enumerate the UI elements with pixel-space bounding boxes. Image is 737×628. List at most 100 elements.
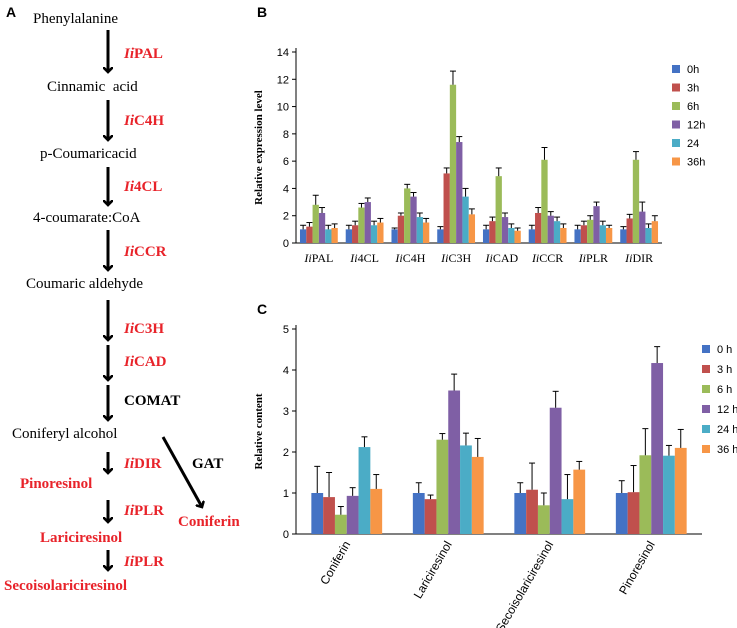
bar-0h-2 bbox=[514, 493, 527, 534]
category-label: IiC4H bbox=[394, 251, 425, 265]
enzyme-4cl: Ii4CL bbox=[123, 179, 162, 195]
category-label: Ii4CL bbox=[349, 251, 379, 265]
category-label: IiCAD bbox=[485, 251, 519, 265]
y-tick-label: 12 bbox=[277, 74, 289, 86]
bar-6h-3 bbox=[449, 84, 457, 243]
legend-swatch-12h bbox=[702, 405, 710, 413]
bar-36h-3 bbox=[674, 447, 687, 534]
bar-6h-7 bbox=[632, 159, 640, 243]
y-tick-label: 4 bbox=[283, 183, 289, 195]
bar-24-4 bbox=[508, 227, 515, 243]
bar-36h-2 bbox=[422, 222, 430, 243]
compound-cinnamic-acid: Cinnamic acid bbox=[47, 79, 138, 95]
bar-0h-0 bbox=[311, 493, 324, 534]
y-tick-label: 10 bbox=[277, 102, 289, 114]
bar-12h-0 bbox=[318, 212, 326, 243]
enzyme-c3h-name: C3H bbox=[134, 321, 164, 337]
bar-24-3 bbox=[462, 196, 469, 243]
enzyme-ccr-name: CCR bbox=[134, 244, 167, 260]
bar-0h-1 bbox=[345, 229, 353, 243]
bar-36h-3 bbox=[468, 214, 476, 243]
enzyme-cad-name: CAD bbox=[134, 354, 167, 370]
bar-3h-4 bbox=[489, 221, 496, 243]
category-label: IiDIR bbox=[624, 251, 653, 265]
enzyme-c4h-name: C4H bbox=[134, 113, 164, 129]
enzyme-comat: COMAT bbox=[124, 393, 180, 409]
bar-0h-4 bbox=[482, 229, 490, 243]
category-label-prefix: Ii bbox=[440, 251, 448, 265]
legend-label: 3 h bbox=[717, 364, 732, 376]
y-tick-label: 2 bbox=[283, 211, 289, 223]
legend-swatch-24h bbox=[702, 425, 710, 433]
y-tick-label: 0 bbox=[283, 238, 289, 250]
bar-12h-1 bbox=[448, 390, 461, 534]
enzyme-dir: IiDIR bbox=[123, 456, 162, 472]
bar-6h-0 bbox=[334, 514, 347, 534]
y-tick-label: 6 bbox=[283, 156, 289, 168]
enzyme-4cl-name: 4CL bbox=[134, 179, 162, 195]
legend-swatch-24 bbox=[672, 139, 680, 147]
enzyme-plr-2: IiPLR bbox=[123, 554, 164, 570]
category-label: IiPLR bbox=[578, 251, 608, 265]
category-label-prefix: Ii bbox=[531, 251, 539, 265]
bar-36h-0 bbox=[370, 488, 383, 534]
enzyme-ccr-prefix: Ii bbox=[123, 244, 135, 260]
bar-6h-4 bbox=[495, 176, 502, 243]
compound-p-coumaric-acid: p-Coumaricacid bbox=[40, 146, 137, 162]
bar-3h-1 bbox=[424, 499, 437, 534]
bar-3h-2 bbox=[397, 215, 405, 243]
category-label: Pinoresinol bbox=[616, 539, 658, 597]
bar-0h-6 bbox=[574, 229, 581, 243]
legend-label: 6 h bbox=[717, 384, 732, 396]
enzyme-cad-prefix: Ii bbox=[123, 354, 135, 370]
y-tick-label: 2 bbox=[283, 447, 289, 459]
category-label-name: C3H bbox=[448, 251, 471, 265]
legend-label: 3h bbox=[687, 83, 699, 95]
bar-36h-0 bbox=[331, 227, 338, 243]
panel-label-c: C bbox=[257, 301, 267, 317]
product-lariciresinol: Lariciresinol bbox=[40, 530, 122, 546]
bar-36h-5 bbox=[560, 227, 567, 243]
bar-6h-1 bbox=[358, 207, 365, 243]
product-pinoresinol: Pinoresinol bbox=[20, 476, 92, 492]
pathway-panel: A Phenylalanine Cinnamic acid p-Coumaric… bbox=[4, 4, 240, 594]
legend-label: 24 h bbox=[717, 424, 737, 436]
y-axis-label: Relative expression level bbox=[253, 90, 265, 205]
legend-swatch-6h bbox=[702, 385, 710, 393]
enzyme-c4h: IiC4H bbox=[123, 113, 164, 129]
y-tick-label: 8 bbox=[283, 129, 289, 141]
enzyme-ccr: IiCCR bbox=[123, 244, 167, 260]
bar-6h-2 bbox=[404, 188, 411, 243]
bar-24h-2 bbox=[561, 499, 574, 534]
bar-3h-5 bbox=[535, 212, 542, 243]
legend-label: 0 h bbox=[717, 344, 732, 356]
legend-label: 12 h bbox=[717, 404, 737, 416]
bar-12h-3 bbox=[456, 142, 463, 243]
enzyme-plr-1-prefix: Ii bbox=[123, 503, 135, 519]
bar-6h-5 bbox=[541, 159, 548, 243]
bar-3h-0 bbox=[306, 226, 313, 243]
category-label-name: C4H bbox=[403, 251, 426, 265]
bar-36h-4 bbox=[514, 230, 521, 243]
y-tick-label: 1 bbox=[283, 488, 289, 500]
legend-label: 36h bbox=[687, 157, 705, 169]
legend-swatch-36h bbox=[702, 445, 710, 453]
legend-swatch-12h bbox=[672, 120, 680, 129]
bar-6h-1 bbox=[436, 439, 449, 534]
bar-0h-2 bbox=[391, 229, 398, 243]
bar-0h-5 bbox=[528, 229, 536, 243]
bar-3h-2 bbox=[526, 489, 538, 534]
bar-36h-7 bbox=[651, 221, 659, 243]
bar-3h-3 bbox=[627, 492, 640, 534]
enzyme-c3h: IiC3H bbox=[123, 321, 164, 337]
enzyme-plr-2-name: PLR bbox=[134, 554, 164, 570]
enzyme-4cl-prefix: Ii bbox=[123, 179, 135, 195]
enzyme-plr-1: IiPLR bbox=[123, 503, 164, 519]
bar-12h-2 bbox=[410, 196, 417, 243]
bar-24-1 bbox=[370, 225, 378, 243]
category-label-name: CAD bbox=[493, 251, 519, 265]
y-tick-label: 3 bbox=[283, 406, 289, 418]
bar-6h-2 bbox=[537, 505, 550, 534]
category-label-prefix: Ii bbox=[303, 251, 311, 265]
